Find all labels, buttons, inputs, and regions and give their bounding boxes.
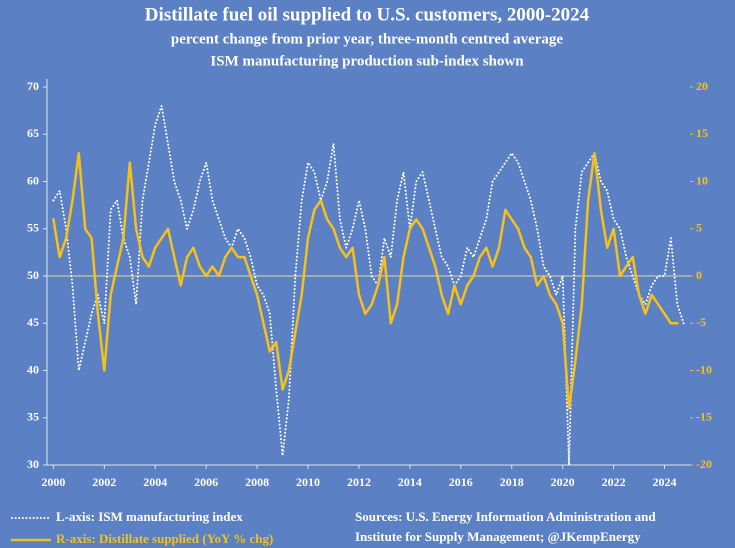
y2-tick-label: 20: [696, 79, 708, 93]
y-tick-label: 55: [27, 221, 39, 235]
data-line: [52, 151, 679, 410]
chart-subtitle: percent change from prior year, three-mo…: [171, 31, 563, 47]
data-line: [52, 104, 685, 466]
y-tick-label: 30: [27, 457, 39, 471]
source-note: Institute for Supply Management; @JKempE…: [355, 529, 641, 544]
y-tick-label: 40: [27, 362, 39, 376]
x-tick-label: 2020: [551, 475, 575, 489]
y-tick-label: 35: [27, 410, 39, 424]
y2-tick-label: -20: [696, 457, 712, 471]
x-tick-label: 2016: [449, 475, 473, 489]
y2-tick-label: 5: [696, 221, 702, 235]
chart-title: Distillate fuel oil supplied to U.S. cus…: [145, 4, 590, 25]
y2-tick-label: 10: [696, 173, 708, 187]
x-tick-label: 2008: [245, 475, 269, 489]
y2-tick-label: 15: [696, 126, 708, 140]
x-tick-label: 2014: [398, 475, 422, 489]
y2-tick-label: -10: [696, 362, 712, 376]
y-tick-label: 65: [27, 126, 39, 140]
y2-tick-label: -5: [696, 315, 706, 329]
chart-subtitle: ISM manufacturing production sub-index s…: [210, 53, 524, 69]
x-tick-label: 2000: [41, 475, 65, 489]
source-note: Sources: U.S. Energy Information Adminis…: [355, 509, 656, 524]
x-tick-label: 2018: [500, 475, 524, 489]
y-tick-label: 60: [27, 173, 39, 187]
x-tick-label: 2012: [347, 475, 371, 489]
x-tick-label: 2002: [92, 475, 116, 489]
x-tick-label: 2004: [143, 475, 167, 489]
y-tick-label: 50: [27, 268, 39, 282]
legend-label: L-axis: ISM manufacturing index: [56, 509, 243, 524]
legend-label: R-axis: Distillate supplied (YoY % chg): [56, 531, 273, 546]
x-tick-label: 2006: [194, 475, 218, 489]
x-tick-label: 2024: [653, 475, 677, 489]
y-tick-label: 70: [27, 79, 39, 93]
y2-tick-label: 0: [696, 268, 702, 282]
y-tick-label: 45: [27, 315, 39, 329]
x-tick-label: 2010: [296, 475, 320, 489]
y2-tick-label: -15: [696, 410, 712, 424]
x-tick-label: 2022: [602, 475, 626, 489]
